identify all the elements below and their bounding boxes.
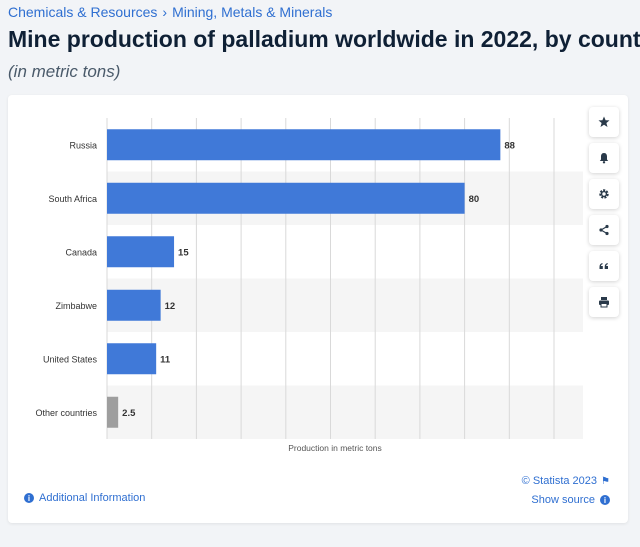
cite-button[interactable]	[589, 251, 619, 281]
chart-card: Russia 88 South Africa 80 Canada 15 Zimbabwe 12…	[8, 95, 628, 523]
breadcrumb-category-link[interactable]: Chemicals & Resources	[8, 4, 158, 20]
star-icon	[598, 116, 610, 127]
flag-icon: ⚑	[601, 476, 610, 487]
value-label: 80	[469, 194, 480, 205]
breadcrumb: Chemicals & Resources › Mining, Metals & M…	[8, 4, 332, 20]
x-axis-title: Production in metric tons	[288, 443, 382, 453]
settings-button[interactable]	[589, 179, 619, 209]
value-label: 12	[165, 301, 176, 312]
category-label: United States	[43, 354, 98, 364]
info-icon: i	[24, 493, 34, 503]
show-source-button[interactable]: Show source i	[531, 494, 610, 506]
page-subtitle: (in metric tons)	[8, 62, 121, 81]
category-label: Zimbabwe	[55, 301, 97, 311]
notification-button[interactable]	[589, 143, 619, 173]
bell-icon	[599, 153, 609, 164]
bar	[107, 129, 501, 161]
additional-info-label: Additional Information	[39, 492, 146, 504]
value-label: 15	[178, 247, 189, 258]
bar	[107, 236, 175, 268]
page-title: Mine production of palladium worldwide i…	[8, 26, 640, 52]
bar-chart: Russia 88 South Africa 80 Canada 15 Zimbabwe 12…	[35, 118, 583, 453]
category-label: Canada	[65, 247, 97, 257]
quote-icon	[599, 263, 608, 269]
value-label: 88	[504, 140, 515, 151]
gear-icon	[599, 189, 609, 199]
copyright-text: © Statista 2023	[521, 475, 598, 487]
category-label: Russia	[69, 140, 97, 150]
printer-icon	[599, 297, 609, 308]
value-label: 2.5	[122, 408, 136, 419]
show-source-label: Show source	[531, 494, 595, 506]
bar	[107, 396, 119, 428]
category-label: South Africa	[48, 194, 97, 204]
share-button[interactable]	[589, 215, 619, 245]
breadcrumb-separator: ›	[162, 4, 168, 20]
chart-toolbar	[589, 107, 621, 323]
print-button[interactable]	[589, 287, 619, 317]
breadcrumb-subcategory-link[interactable]: Mining, Metals & Minerals	[172, 4, 333, 20]
favorite-button[interactable]	[589, 107, 619, 137]
share-icon	[599, 224, 609, 236]
copyright-link[interactable]: © Statista 2023 ⚑	[522, 475, 610, 487]
bar	[107, 343, 157, 375]
additional-info-button[interactable]: i Additional Information	[24, 492, 145, 504]
row-stripe	[107, 385, 583, 439]
value-label: 11	[160, 354, 171, 365]
info-icon: i	[600, 495, 610, 505]
bar	[107, 289, 161, 321]
row-stripe	[107, 278, 583, 332]
bar	[107, 182, 465, 214]
category-label: Other countries	[35, 408, 97, 418]
